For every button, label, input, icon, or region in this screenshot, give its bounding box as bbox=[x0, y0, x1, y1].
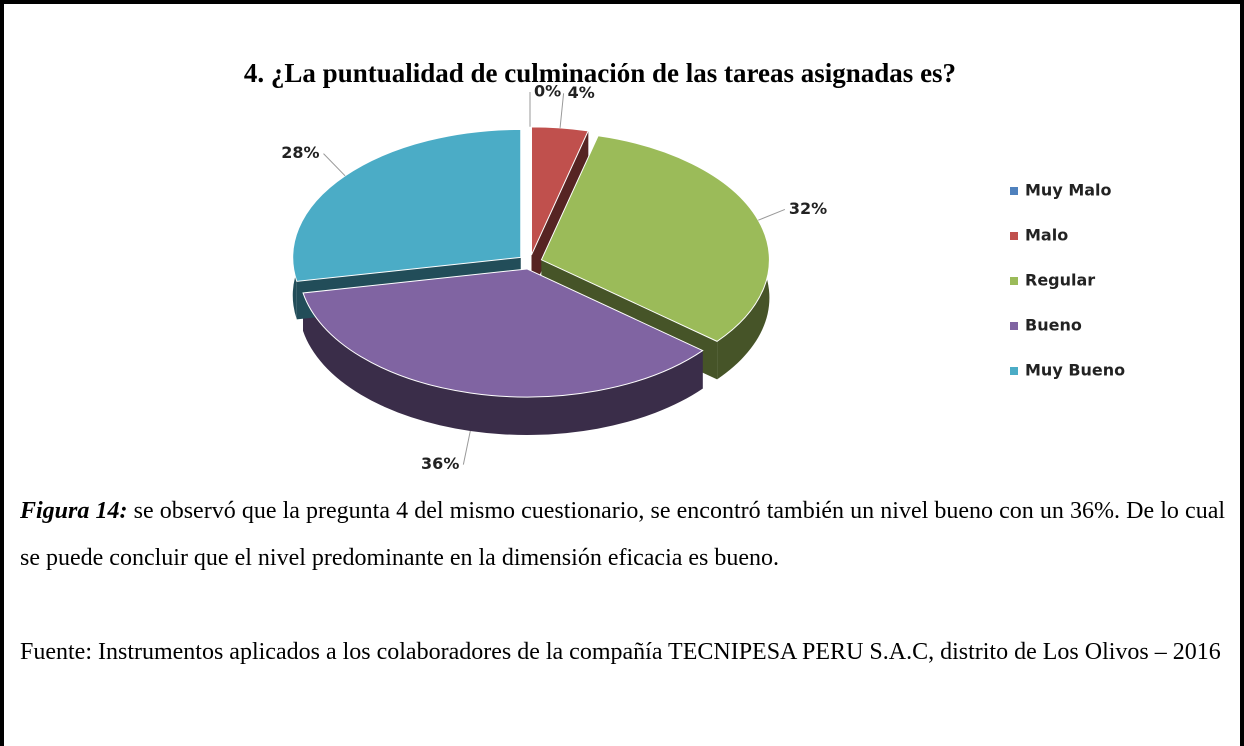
legend-swatch bbox=[1010, 277, 1018, 285]
legend-label: Regular bbox=[1025, 271, 1095, 290]
chart: 4. ¿La puntualidad de culminación de las… bbox=[244, 58, 1125, 473]
slice bbox=[540, 135, 770, 342]
slice bbox=[302, 268, 704, 398]
data-label: 0% bbox=[534, 82, 561, 101]
caption: Figura 14: se observó que la pregunta 4 … bbox=[20, 488, 1225, 582]
legend-label: Malo bbox=[1025, 226, 1068, 245]
legend-swatch bbox=[1010, 322, 1018, 330]
chart-title: 4. ¿La puntualidad de culminación de las… bbox=[244, 58, 956, 88]
caption-label: Figura 14: bbox=[20, 498, 128, 524]
data-label: 28% bbox=[281, 143, 319, 162]
legend-swatch bbox=[1010, 367, 1018, 375]
legend-label: Muy Bueno bbox=[1025, 361, 1125, 380]
slice bbox=[531, 126, 589, 256]
legend-label: Muy Malo bbox=[1025, 181, 1112, 200]
legend-label: Bueno bbox=[1025, 316, 1082, 335]
leader-line bbox=[462, 430, 471, 465]
slice bbox=[292, 128, 522, 282]
leader-line bbox=[559, 93, 565, 128]
leader-line bbox=[323, 153, 346, 177]
slice-side bbox=[303, 292, 703, 435]
caption-text: se observó que la pregunta 4 del mismo c… bbox=[20, 498, 1226, 571]
legend-swatch bbox=[1010, 232, 1018, 240]
data-label: 32% bbox=[789, 199, 827, 218]
data-label: 36% bbox=[421, 454, 459, 473]
leader-line bbox=[758, 209, 786, 221]
legend-swatch bbox=[1010, 187, 1018, 195]
source: Fuente: Instrumentos aplicados a los col… bbox=[20, 639, 1221, 665]
data-label: 4% bbox=[568, 83, 595, 102]
